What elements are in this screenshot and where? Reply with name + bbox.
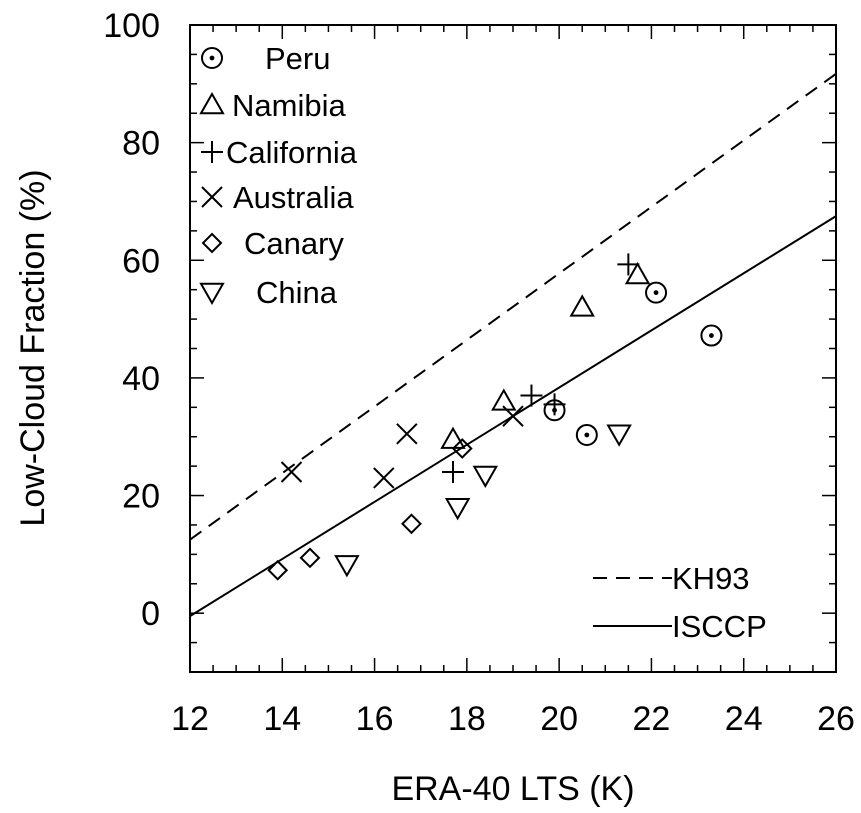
x-axis-title: ERA-40 LTS (K) — [391, 770, 634, 808]
circle-ring — [575, 423, 598, 446]
legend-marker-peru — [201, 47, 223, 69]
triangle-up-shape — [199, 91, 225, 115]
x-tick-label: 24 — [725, 700, 763, 738]
y-tick-label: 100 — [103, 7, 160, 45]
legend-label-namibia: Namibia — [232, 88, 346, 123]
legend-label-peru: Peru — [265, 41, 330, 76]
legend-label-california: California — [226, 135, 358, 170]
china-point — [444, 498, 471, 521]
china-point — [334, 555, 360, 578]
legend-marker-california — [201, 141, 223, 163]
triangle-up-shape — [624, 261, 651, 285]
y-tick-label: 80 — [122, 125, 160, 163]
triangle-down-shape — [472, 465, 499, 488]
x-tick-label: 26 — [817, 700, 855, 738]
legend-label-china: China — [256, 275, 338, 310]
circle-ring — [645, 281, 668, 304]
minor-ticks — [190, 25, 836, 673]
china-point — [606, 424, 632, 447]
cross-b — [373, 467, 395, 489]
y-tick-labels: 0 20 40 60 80 100 — [103, 7, 160, 633]
legend-marker-canary — [201, 232, 223, 254]
california-point — [617, 253, 640, 276]
diamond-shape — [451, 438, 473, 459]
x-tick-label: 12 — [171, 700, 209, 738]
legend-marker-namibia — [199, 91, 225, 115]
x-tick-labels: 12 14 16 18 20 22 24 26 — [171, 700, 855, 738]
australia-point — [373, 467, 395, 489]
canary-point — [299, 547, 321, 569]
x-tick-label: 18 — [448, 700, 486, 738]
circle-dot — [709, 333, 714, 338]
data-points — [267, 253, 723, 581]
california-point — [543, 393, 566, 416]
y-tick-label: 40 — [122, 360, 160, 398]
namibia-point — [491, 388, 517, 411]
circle-ring — [201, 47, 223, 69]
canary-point — [451, 438, 473, 459]
legend-marker-china — [199, 282, 225, 306]
namibia-point — [569, 294, 595, 317]
peru-point — [645, 281, 668, 304]
line-legend: KH93 ISCCP — [593, 561, 767, 644]
kh93-line — [189, 73, 837, 541]
x-tick-label: 20 — [540, 700, 578, 738]
peru-point — [700, 324, 723, 347]
canary-point — [267, 559, 289, 581]
legend-marker-australia — [201, 186, 223, 208]
circle-dot — [653, 290, 659, 296]
triangle-down-shape — [334, 555, 360, 578]
cross-b — [502, 405, 524, 427]
cross-b — [396, 423, 418, 445]
diamond-shape — [201, 232, 223, 254]
namibia-point — [624, 261, 651, 285]
circle-ring — [700, 324, 723, 347]
diamond-shape — [267, 559, 289, 581]
legend-label-isccp: ISCCP — [672, 609, 767, 644]
canary-point — [401, 513, 422, 535]
diamond-shape — [299, 547, 321, 569]
circle-dot — [209, 55, 215, 61]
x-tick-label: 22 — [633, 700, 671, 738]
peru-point — [575, 423, 598, 446]
x-tick-label: 16 — [356, 700, 394, 738]
california-point — [442, 461, 465, 484]
x-tick-label: 14 — [263, 700, 301, 738]
circle-dot — [584, 432, 590, 438]
triangle-down-shape — [199, 282, 225, 306]
triangle-down-shape — [606, 424, 632, 447]
y-tick-label: 60 — [122, 242, 160, 280]
legend-label-australia: Australia — [233, 180, 354, 215]
legend: Peru Namibia California Australia Canary Chin… — [199, 41, 358, 310]
australia-point — [280, 461, 303, 483]
australia-point — [396, 423, 418, 445]
y-tick-label: 0 — [141, 595, 160, 633]
california-point — [520, 384, 543, 407]
diamond-shape — [401, 513, 422, 535]
namibia-point — [440, 426, 466, 449]
triangle-down-shape — [444, 498, 471, 521]
triangle-up-shape — [569, 294, 595, 317]
triangle-up-shape — [491, 388, 517, 411]
china-point — [472, 465, 499, 488]
cross-b — [280, 461, 303, 483]
plot-frame — [189, 24, 837, 673]
triangle-up-shape — [440, 426, 466, 449]
australia-point — [502, 405, 524, 427]
y-tick-label: 20 — [122, 478, 160, 516]
y-axis-title: Low-Cloud Fraction (%) — [14, 169, 52, 526]
legend-label-kh93: KH93 — [672, 561, 750, 596]
cross-b — [201, 186, 223, 208]
legend-label-canary: Canary — [244, 226, 344, 261]
